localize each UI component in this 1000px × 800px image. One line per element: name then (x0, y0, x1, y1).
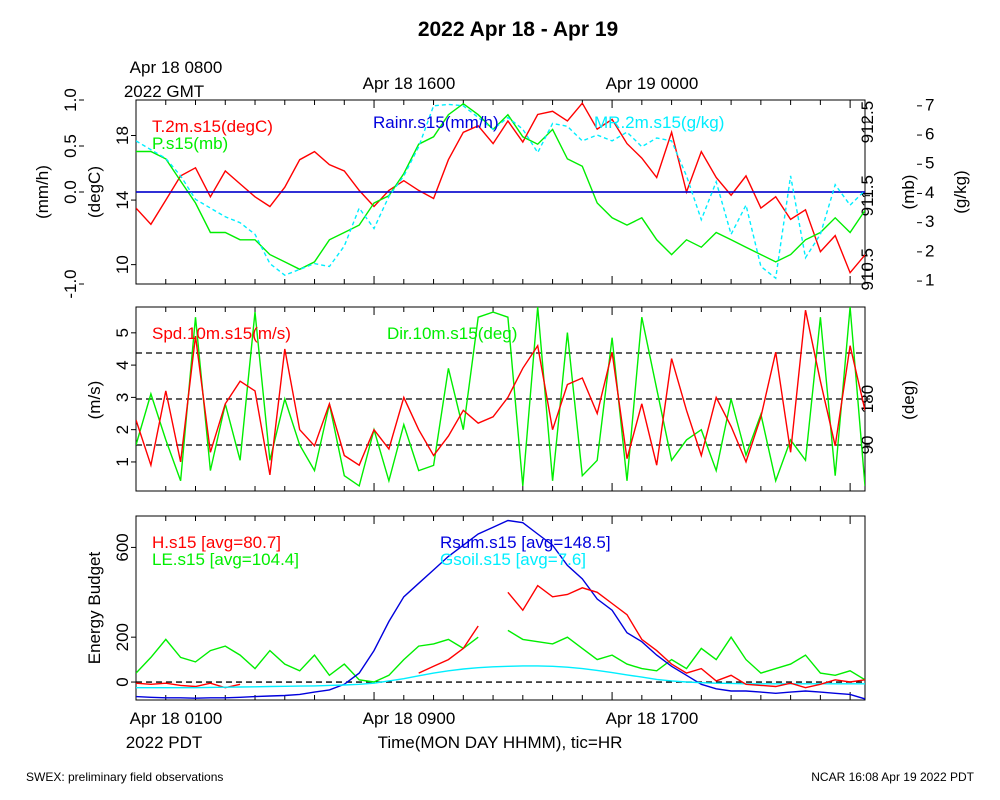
axis-label-pres: (mb) (899, 175, 918, 210)
top-axis-label-0: Apr 18 0800 (130, 58, 223, 77)
bottom-series-le-s15-avg-104-4-seg-0 (136, 636, 479, 683)
legend-sensible-heat: H.s15 [avg=80.7] (152, 533, 281, 552)
footer-right: NCAR 16:08 Apr 19 2022 PDT (811, 770, 974, 784)
legend-speed: Spd.10m.s15(m/s) (152, 324, 291, 343)
legend-mixing-ratio: MR.2m.s15(g/kg) (594, 113, 724, 132)
top-axis-label-2: Apr 19 0000 (606, 74, 699, 93)
mr-axis-tick-label: 6 (925, 125, 934, 144)
energy-axis-tick-label: 200 (113, 623, 132, 651)
mr-axis-tick-label: 3 (925, 212, 934, 231)
top-series-p-s15-mb (136, 102, 865, 271)
rain-axis-tick-label: 0.5 (61, 134, 80, 158)
bottom-axis-label-0: Apr 18 0100 (130, 709, 223, 728)
speed-axis-tick-label: 2 (113, 425, 132, 434)
direction-axis-tick-label: 180 (858, 385, 877, 413)
temp-axis-tick-label: 18 (113, 126, 132, 145)
legend-rain: Rainr.s15(mm/h) (373, 113, 499, 132)
figure-title: 2022 Apr 18 - Apr 19 (418, 18, 618, 41)
temp-axis-tick-label: 10 (113, 255, 132, 274)
axis-label-rain: (mm/h) (33, 165, 52, 219)
speed-axis-tick-label: 5 (113, 328, 132, 337)
bottom-series-h-s15-daytime-seg-1 (507, 584, 865, 689)
legend-latent-heat: LE.s15 [avg=104.4] (152, 550, 299, 569)
mr-axis-tick-label: 5 (925, 154, 934, 173)
speed-axis-tick-label: 4 (113, 360, 132, 369)
bottom-series-rsum-s15-avg-148-5 (136, 519, 865, 700)
x-axis-title: Time(MON DAY HHMM), tic=HR (378, 733, 623, 752)
energy-axis-tick-label: 0 (113, 677, 132, 686)
axis-label-energy: Energy Budget (85, 551, 104, 664)
bottom-axis-label-2: Apr 18 1700 (606, 709, 699, 728)
axis-label-mr: (g/kg) (951, 170, 970, 213)
bottom-axis-sublabel: 2022 PDT (126, 733, 203, 752)
axis-label-speed: (m/s) (85, 381, 104, 420)
pres-axis-tick-label: 912.5 (858, 101, 877, 144)
panel-top: -1.0 0.0 0.5 1.0 10 14 18 910.5 911.5 912.5 1 2 3 4 5 6… (33, 88, 970, 298)
mr-axis-tick-label: 7 (925, 95, 934, 114)
temp-axis-tick-label: 14 (113, 191, 132, 210)
top-series-t-2m-s15-degc (136, 101, 865, 275)
bottom-axis-label-1: Apr 18 0900 (363, 709, 456, 728)
axis-label-temp: (degC) (85, 166, 104, 218)
legend-direction: Dir.10m.s15(deg) (387, 324, 517, 343)
pres-axis-tick-label: 910.5 (858, 248, 877, 291)
rain-axis-tick-label: 1.0 (61, 88, 80, 112)
top-axis-sublabel: 2022 GMT (124, 82, 204, 101)
direction-axis-tick-label: 90 (858, 436, 877, 455)
middle-series-spd-10m-s15-m-s (136, 310, 865, 476)
panel-bottom: 0 200 600 Energy Budget H.s15 [avg=80.7] L… (85, 515, 866, 701)
mr-axis-tick-label: 1 (925, 271, 934, 290)
mr-axis-tick-label: 2 (925, 241, 934, 260)
legend-soil-heat: Gsoil.s15 [avg=7.6] (440, 550, 586, 569)
speed-axis-tick-label: 1 (113, 457, 132, 466)
pres-axis-tick-label: 911.5 (858, 175, 877, 216)
top-axis-label-1: Apr 18 1600 (363, 74, 456, 93)
panel-bottom-frame (135, 515, 866, 701)
bottom-series-le-s15-avg-104-4-seg-1 (507, 629, 865, 681)
energy-axis-tick-label: 600 (113, 533, 132, 561)
rain-axis-tick-label: -1.0 (61, 269, 80, 298)
bottom-series-gsoil-s15-avg-7-6 (136, 665, 865, 689)
footer-left: SWEX: preliminary field observations (26, 770, 223, 784)
mr-axis-tick-label: 4 (925, 183, 934, 202)
legend-temp: T.2m.s15(degC) (152, 117, 273, 136)
axis-label-direction: (deg) (899, 380, 918, 420)
middle-series-dir-10m-s15-deg (136, 307, 865, 488)
legend-radiation: Rsum.s15 [avg=148.5] (440, 533, 611, 552)
rain-axis-tick-label: 0.0 (61, 180, 80, 204)
speed-axis-tick-label: 3 (113, 393, 132, 402)
legend-pressure: P.s15(mb) (152, 134, 228, 153)
bottom-series-h-s15-daytime-seg-0 (418, 625, 479, 674)
